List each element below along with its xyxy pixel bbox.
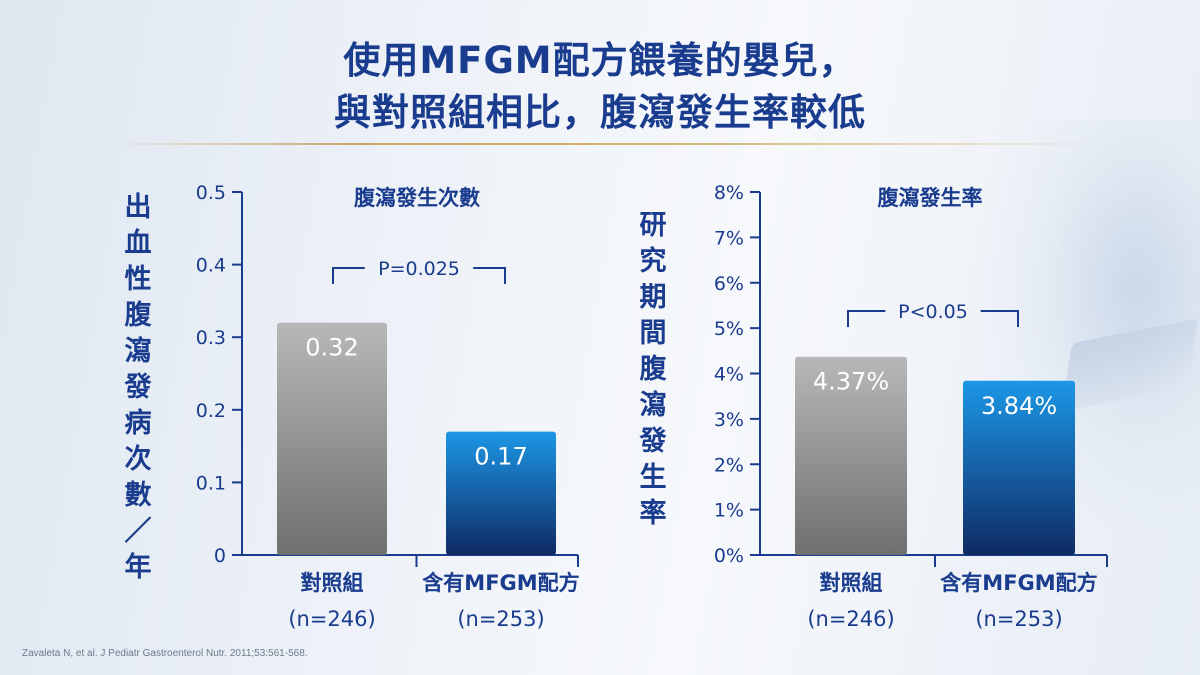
chart2-bar-mfgm — [963, 380, 1075, 555]
chart2-value-label: 3.84% — [981, 392, 1057, 420]
chart2-bar-control — [795, 356, 907, 555]
chart1-ylabel: 出血性腹瀉發病次數／年 — [124, 192, 152, 583]
chart2-y-tick-label: 6% — [714, 273, 744, 295]
chart2-y-tick-label: 7% — [714, 227, 744, 249]
chart2-title: 腹瀉發生率 — [878, 186, 983, 210]
chart2-y-tick-label: 5% — [714, 318, 744, 340]
chart1-y-tick-label: 0.3 — [196, 327, 226, 349]
chart2-y-tick-label: 1% — [714, 500, 744, 522]
chart1-y-tick-label: 0.5 — [196, 182, 226, 204]
chart1-category-sublabel: (n=253) — [457, 607, 544, 631]
chart2-category-sublabel: (n=246) — [807, 607, 894, 631]
chart2-ylabel: 研究期間腹瀉發生率 — [639, 210, 667, 529]
chart2-significance-label: P<0.05 — [898, 301, 968, 323]
page-title-line-1: 使用MFGM配方餵養的嬰兒， — [343, 39, 857, 82]
chart1-category-label: 含有MFGM配方 — [422, 571, 579, 595]
chart1-value-label: 0.17 — [474, 443, 527, 471]
chart1-category-label: 對照組 — [301, 571, 364, 595]
chart1-category-sublabel: (n=246) — [288, 607, 375, 631]
chart2-y-tick-label: 3% — [714, 409, 744, 431]
chart1-significance-label: P=0.025 — [378, 258, 460, 280]
chart2-category-label: 對照組 — [820, 571, 883, 595]
page-title-line-2: 與對照組相比，腹瀉發生率較低 — [334, 91, 866, 134]
chart1-y-tick-label: 0.2 — [196, 400, 226, 422]
chart2-y-tick-label: 8% — [714, 182, 744, 204]
chart1-y-tick-label: 0.4 — [196, 255, 226, 277]
chart2-y-tick-label: 2% — [714, 454, 744, 476]
citation-footnote: Zavaleta N, et al. J Pediatr Gastroenter… — [22, 648, 308, 659]
chart2-y-tick-label: 0% — [714, 545, 744, 567]
chart-diarrhea-incidence: 腹瀉發生率 0% 1% 2% 3% 4% 5% 6% 7% 8% 4.37% 對照組 (n=246) 3.… — [714, 182, 1108, 631]
chart2-bracket-left — [847, 310, 886, 327]
title-divider — [110, 143, 1110, 145]
chart1-bar-control — [277, 322, 387, 555]
chart2-y-tick-label: 4% — [714, 364, 744, 386]
chart1-bracket-right — [473, 267, 506, 284]
chart2-value-label: 4.37% — [813, 368, 889, 396]
chart1-value-label: 0.32 — [305, 334, 358, 362]
chart1-y-tick-label: 0.1 — [196, 472, 226, 494]
chart1-bar-mfgm — [446, 431, 556, 555]
chart1-bracket-left — [332, 267, 365, 284]
chart2-bracket-right — [980, 310, 1019, 327]
chart-diarrhea-episodes: 腹瀉發生次數 0 0.1 0.2 0.3 0.4 0.5 0.32 對照組 (n=246) 0.17… — [196, 182, 580, 631]
chart2-category-sublabel: (n=253) — [975, 607, 1062, 631]
chart1-y-tick-label: 0 — [214, 545, 226, 567]
chart2-category-label: 含有MFGM配方 — [940, 571, 1097, 595]
chart1-title: 腹瀉發生次數 — [354, 186, 480, 210]
